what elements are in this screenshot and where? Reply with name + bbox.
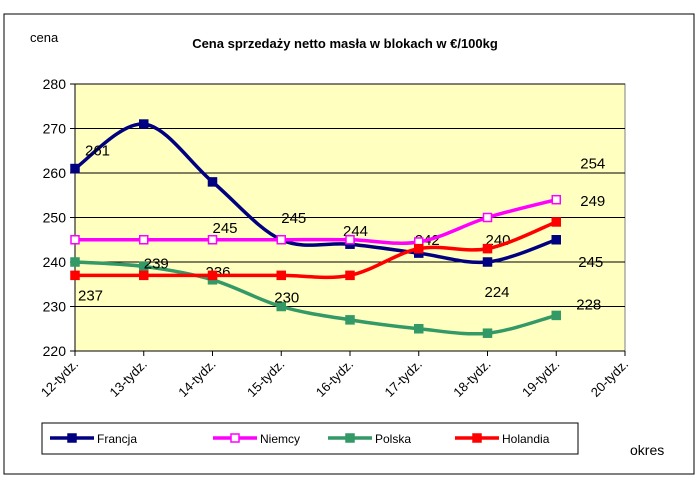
marker [70,270,80,281]
y-tick-label: 260 [43,165,67,181]
marker [345,235,355,245]
marker [414,324,424,334]
marker [139,270,149,281]
marker [276,235,286,245]
marker [551,217,561,227]
data-label: 245 [578,254,603,271]
marker [482,243,493,254]
marker [482,212,493,223]
legend-marker [472,433,482,443]
y-tick-label: 240 [43,254,67,270]
series-line [74,198,557,245]
marker [276,270,286,281]
legend-marker [230,433,240,443]
data-label: 249 [580,193,605,210]
data-label: 224 [485,284,510,301]
series-line [74,260,557,336]
legend-label: Francja [97,432,137,446]
legend-label: Holandia [502,432,550,446]
legend-label: Niemcy [260,432,300,446]
data-label: 237 [78,287,103,304]
legend-label: Polska [375,432,411,446]
marker [551,194,561,205]
series-line [75,220,557,280]
marker [276,301,286,312]
marker [207,235,218,245]
legend-marker [67,433,77,443]
marker [70,235,80,245]
marker [482,328,493,338]
marker [482,257,493,267]
y-tick-label: 270 [43,121,67,137]
marker [139,119,149,129]
marker [70,257,80,267]
data-label: 261 [85,143,110,160]
marker [345,315,355,325]
data-label: 245 [281,210,306,227]
marker [139,261,149,272]
marker [139,235,149,245]
marker [207,177,218,187]
data-label: 228 [576,296,601,313]
marker [207,270,218,281]
marker [70,163,80,174]
data-label: 230 [274,290,299,307]
marker [414,243,424,254]
data-label: 239 [144,255,169,272]
chart-title: Cena sprzedaży netto masła w blokach w €… [192,36,498,51]
data-label: 254 [580,156,605,173]
y-tick-label: 280 [43,76,67,92]
marker [551,310,561,321]
data-label: 245 [213,220,238,237]
legend-marker [345,433,355,443]
y-tick-label: 220 [43,343,67,359]
marker [345,270,355,281]
x-axis-label: okres [630,442,664,458]
y-tick-label: 250 [43,210,67,226]
y-axis-label: cena [30,30,59,45]
y-tick-label: 230 [43,299,67,315]
marker [551,235,561,245]
